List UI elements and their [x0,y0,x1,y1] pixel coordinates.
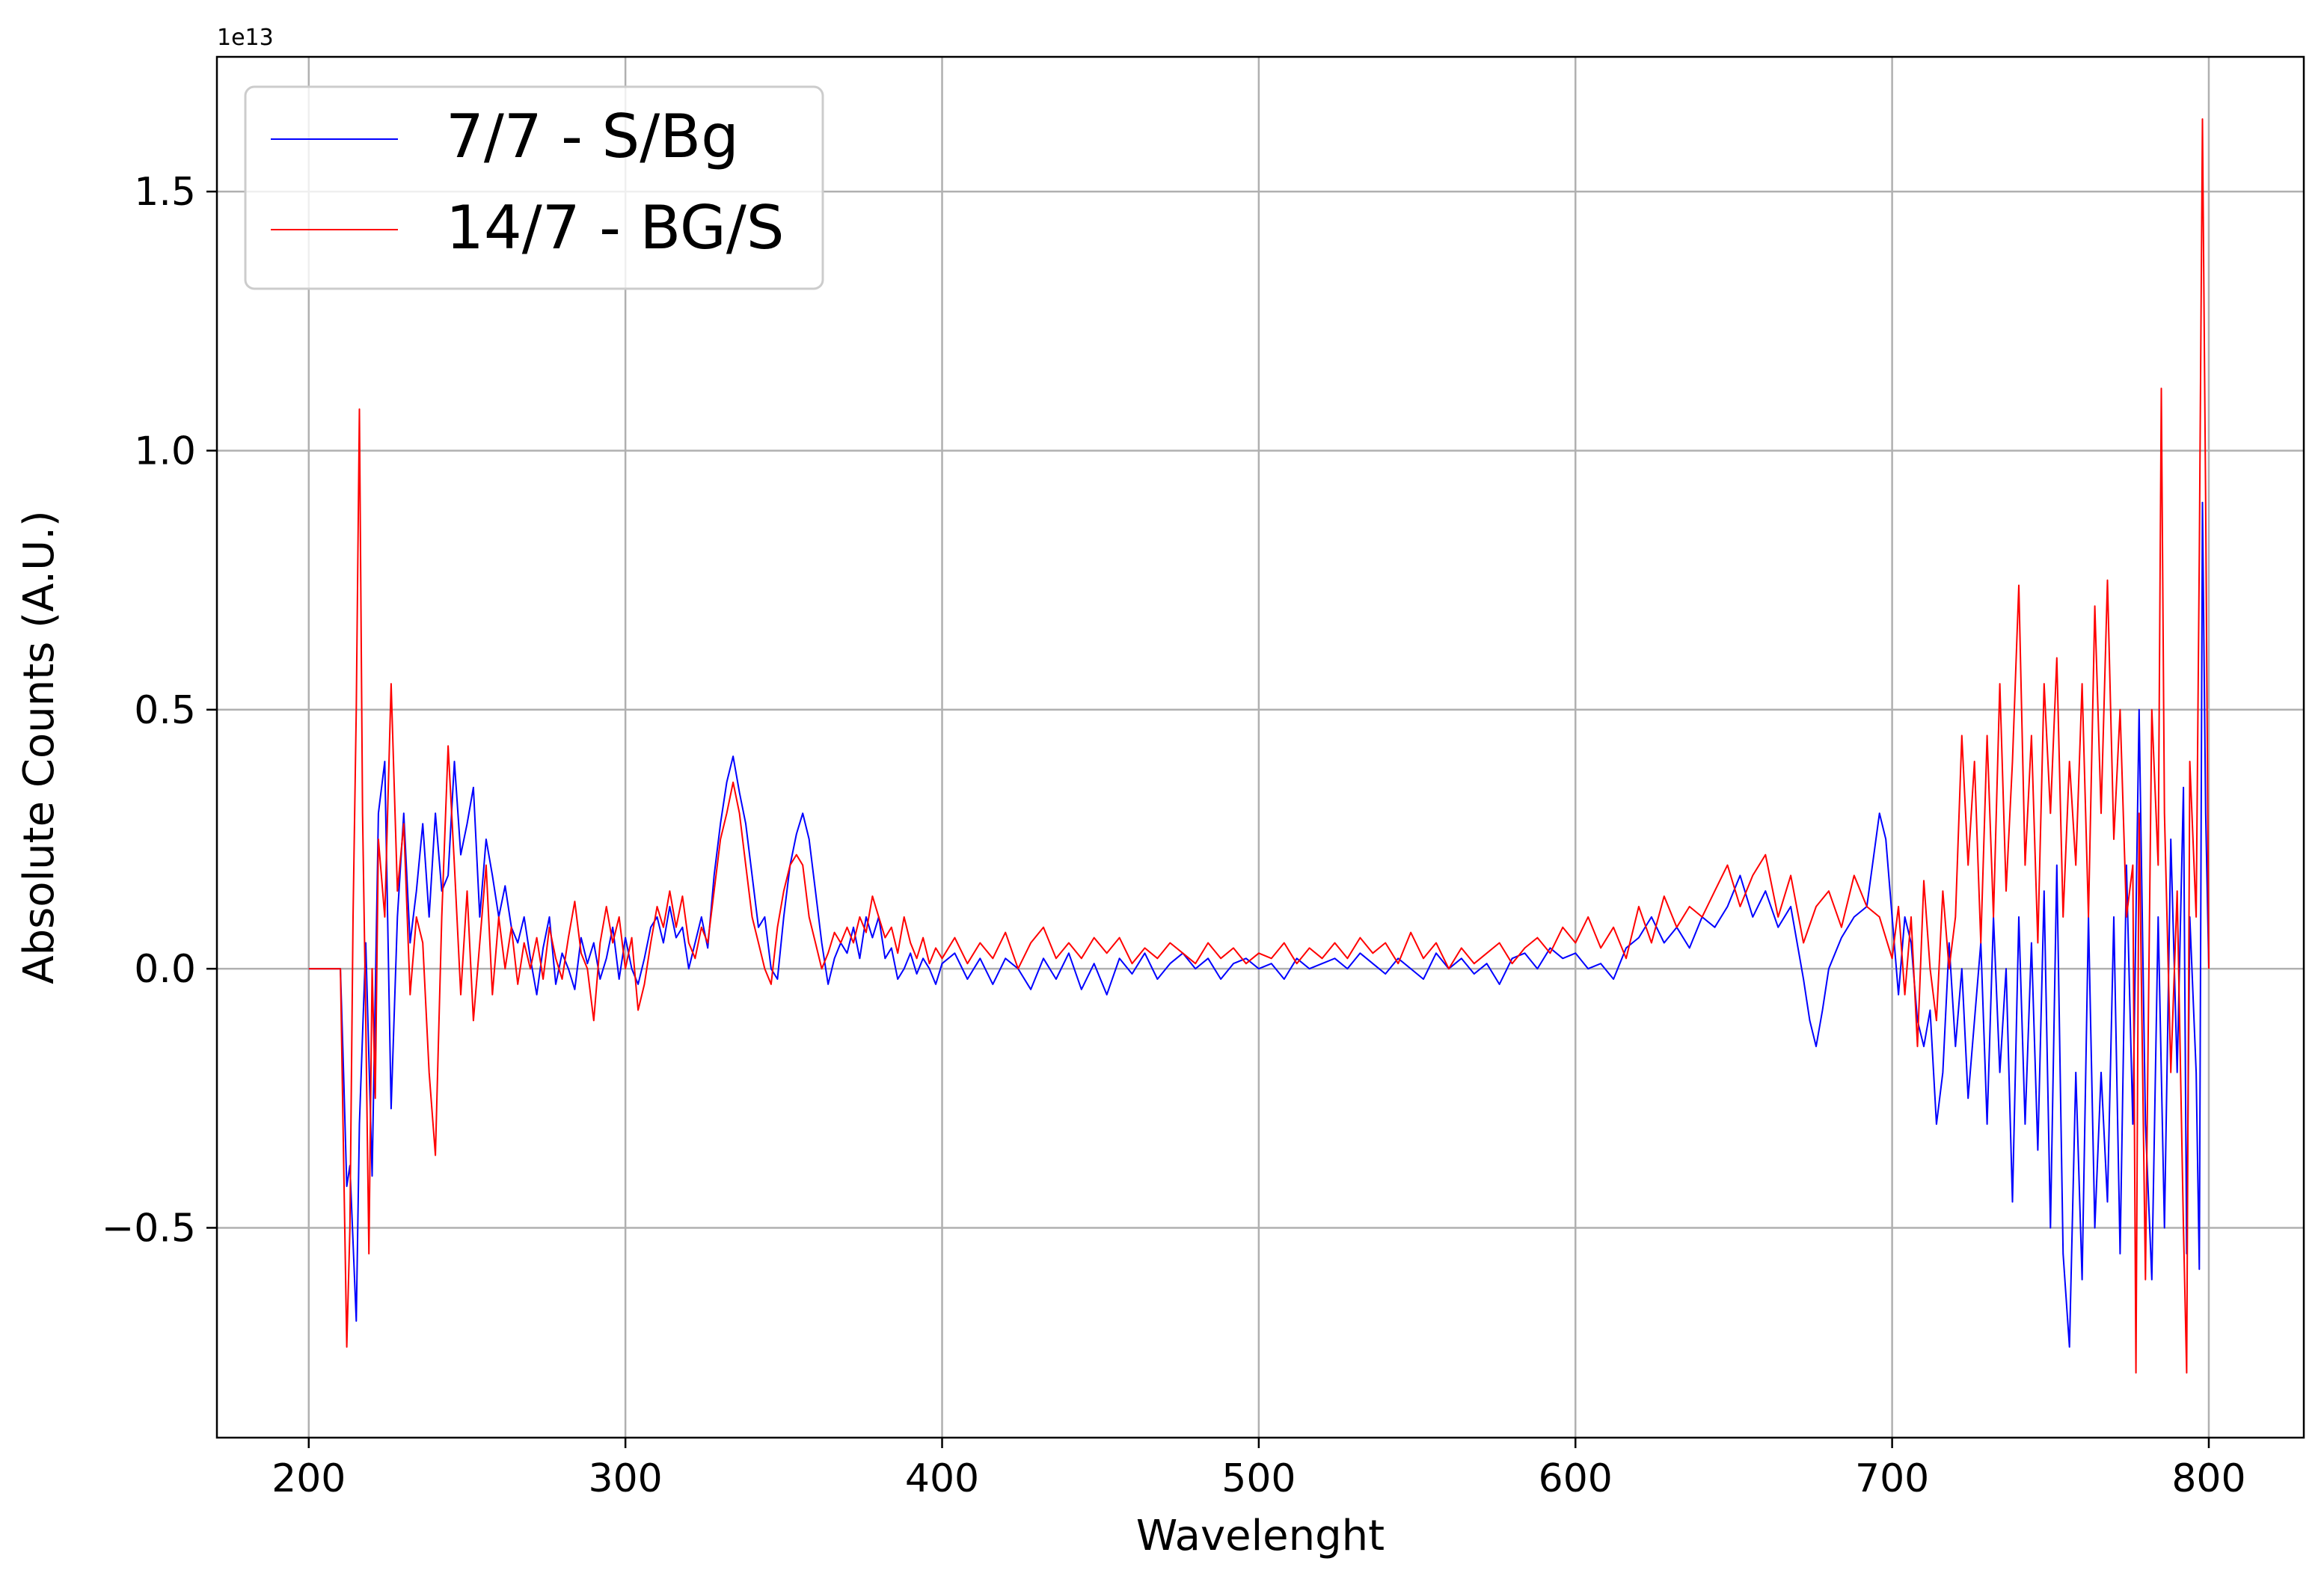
y-axis-label: Absolute Counts (A.U.) [15,510,64,984]
x-tick-label: 500 [1221,1456,1296,1501]
legend-label-series-1: 7/7 - S/Bg [446,102,739,171]
x-tick-label: 800 [2171,1456,2245,1501]
y-tick-label: 1.5 [134,170,196,215]
legend-label-series-2: 14/7 - BG/S [446,193,785,263]
grid [217,57,2304,1438]
x-tick-label: 200 [272,1456,346,1501]
series-line-2 [308,118,2210,1374]
series-line-1 [308,501,2210,1348]
x-tick-label: 700 [1855,1456,1929,1501]
axis-ticks: 200 300 400 500 600 700 800 −0.5 0.0 0.5 1.0 1.5 [102,170,2246,1501]
x-tick-label: 300 [589,1456,663,1501]
y-tick-label: 1.0 [134,429,196,473]
x-tick-label: 600 [1539,1456,1613,1501]
legend-box [244,85,824,290]
y-tick-label: 0.0 [134,947,196,992]
series-lines [308,118,2210,1374]
legend: 7/7 - S/Bg 14/7 - BG/S [244,85,824,290]
y-tick-label: −0.5 [102,1206,196,1251]
plot-frame [215,55,2305,1439]
x-tick-label: 400 [905,1456,979,1501]
y-tick-label: 0.5 [134,688,196,733]
x-axis-label: Wavelenght [1136,1512,1385,1560]
y-offset-label: 1e13 [217,25,274,51]
